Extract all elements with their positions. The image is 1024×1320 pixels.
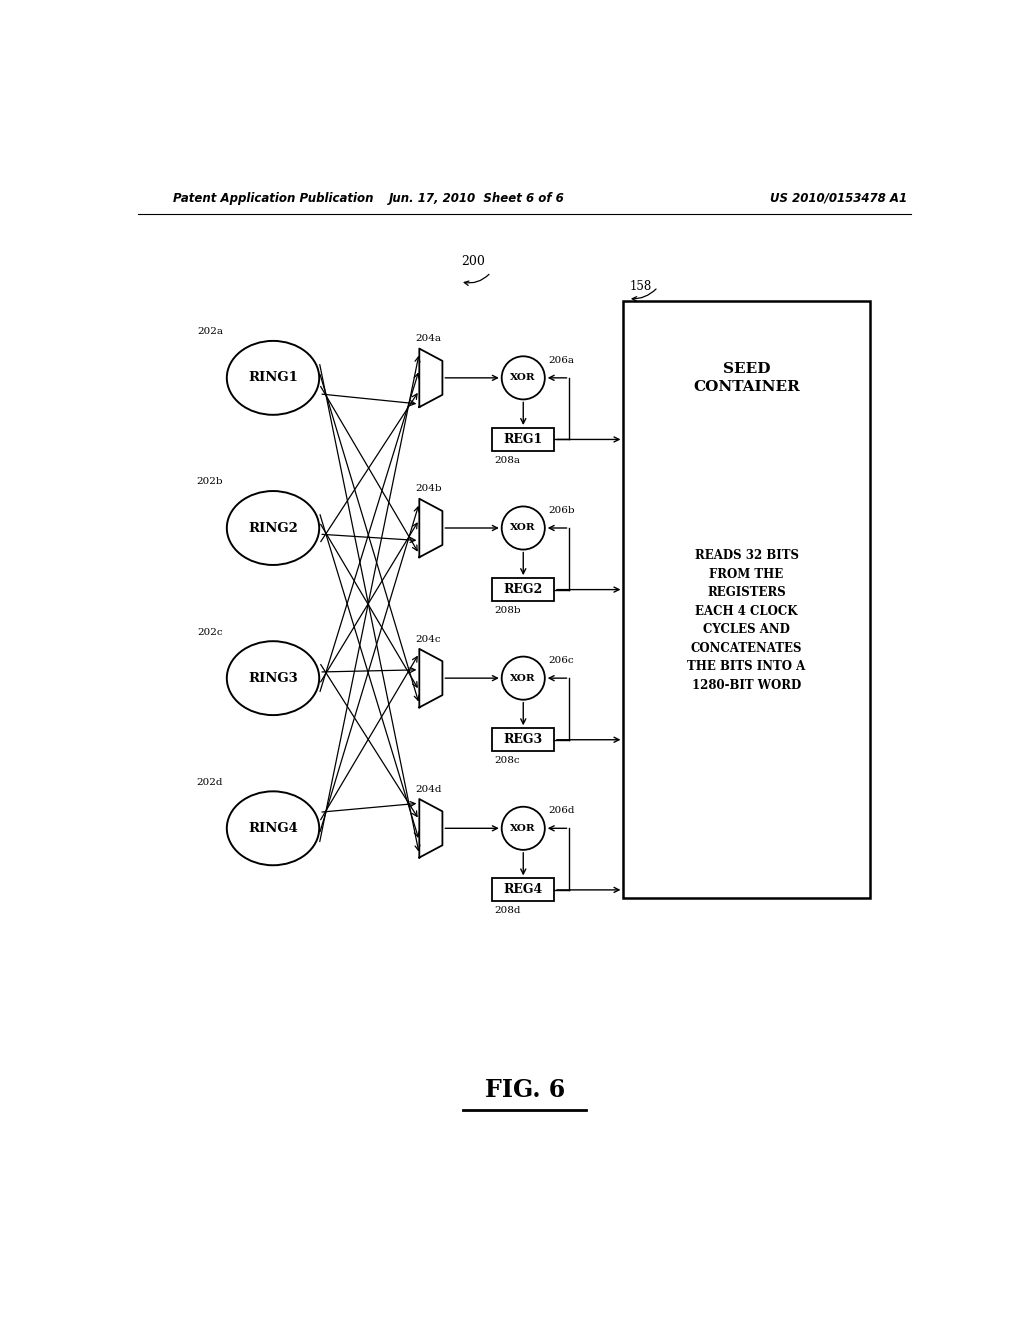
Text: XOR: XOR — [510, 374, 537, 383]
Bar — [624, 301, 869, 898]
Text: 206d: 206d — [548, 807, 574, 816]
Text: RING4: RING4 — [248, 822, 298, 834]
Text: 206a: 206a — [548, 356, 573, 364]
Text: 208b: 208b — [494, 606, 520, 615]
Text: 204c: 204c — [416, 635, 441, 644]
Text: 206c: 206c — [548, 656, 573, 665]
Text: Patent Application Publication: Patent Application Publication — [173, 191, 374, 205]
Text: Jun. 17, 2010  Sheet 6 of 6: Jun. 17, 2010 Sheet 6 of 6 — [389, 191, 565, 205]
Text: 202d: 202d — [197, 777, 223, 787]
Text: 204b: 204b — [416, 484, 442, 494]
Text: 206b: 206b — [548, 506, 574, 515]
Text: 208c: 208c — [494, 756, 519, 764]
Text: REG2: REG2 — [504, 583, 543, 597]
Text: REG4: REG4 — [504, 883, 543, 896]
Text: 158: 158 — [630, 280, 651, 293]
Bar — [493, 578, 554, 601]
Text: RING3: RING3 — [248, 672, 298, 685]
Text: 202c: 202c — [198, 627, 223, 636]
Text: SEED
CONTAINER: SEED CONTAINER — [693, 362, 800, 395]
Text: REG1: REG1 — [504, 433, 543, 446]
Bar — [493, 729, 554, 751]
Text: 200: 200 — [462, 255, 485, 268]
Text: 208a: 208a — [494, 455, 520, 465]
Text: REG3: REG3 — [504, 733, 543, 746]
Text: 204a: 204a — [416, 334, 441, 343]
Text: RING2: RING2 — [248, 521, 298, 535]
Text: XOR: XOR — [510, 524, 537, 532]
Text: 202b: 202b — [197, 478, 223, 487]
Bar — [493, 428, 554, 451]
Text: 202a: 202a — [197, 327, 223, 337]
Text: XOR: XOR — [510, 824, 537, 833]
Text: 208d: 208d — [494, 906, 520, 915]
Text: READS 32 BITS
FROM THE
REGISTERS
EACH 4 CLOCK
CYCLES AND
CONCATENATES
THE BITS I: READS 32 BITS FROM THE REGISTERS EACH 4 … — [687, 549, 806, 692]
Text: 204d: 204d — [416, 784, 442, 793]
Text: XOR: XOR — [510, 673, 537, 682]
Text: RING1: RING1 — [248, 371, 298, 384]
Bar — [493, 878, 554, 902]
Text: US 2010/0153478 A1: US 2010/0153478 A1 — [770, 191, 907, 205]
Text: FIG. 6: FIG. 6 — [484, 1078, 565, 1102]
